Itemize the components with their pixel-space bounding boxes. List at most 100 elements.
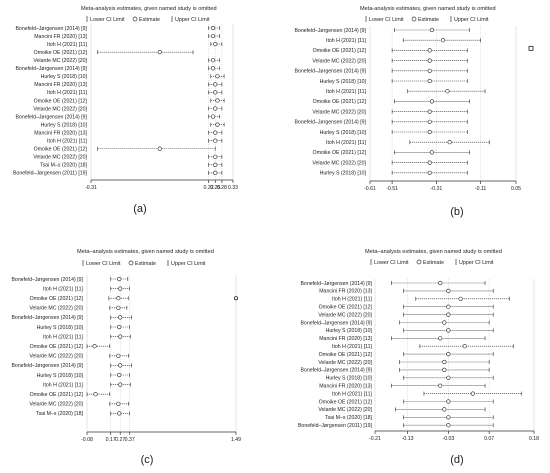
study-label: Velarde MC (2022) [20] (29, 354, 83, 360)
x-tick-label: 0.05 (511, 186, 521, 192)
x-tick-label: -0.11 (475, 186, 487, 192)
study-label: Velarde MC (2022) [20] (318, 312, 372, 318)
estimate-point (458, 296, 463, 301)
study-label: Bonefeld–Jørgensen (2014) [9] (294, 69, 366, 75)
study-label: Itoh H (2021) [11] (47, 139, 88, 145)
study-label: Hurley S (2018) [10] (41, 122, 88, 128)
study-label: Velarde MC (2022) [20] (312, 109, 366, 115)
estimate-point (213, 106, 218, 111)
x-tick-label: 0.22 (204, 185, 214, 191)
estimate-point (210, 25, 216, 31)
study-label: Mancini FR (2020) [13] (34, 34, 87, 40)
estimate-point (446, 288, 451, 294)
estimate-point (427, 129, 432, 135)
panel-title: Meta–analysis estimates, given named stu… (365, 249, 502, 255)
estimate-point (117, 372, 122, 378)
study-label: Hurley S (2018) [10] (37, 325, 84, 331)
study-label: Velarde MC (2022) [20] (29, 402, 83, 408)
legend-lower-label: Lower CI Limit (86, 261, 121, 267)
study-label: Mancini FR (2020) [13] (319, 384, 372, 390)
study-label: Bonefeld–Jørgensen (2014) [9] (11, 363, 83, 369)
legend-estimate-label: Estimate (418, 17, 439, 23)
panel-b: Meta-analysis estimates, given named stu… (294, 6, 534, 218)
x-tick-label: 1.49 (231, 437, 241, 443)
estimate-point (446, 352, 451, 357)
legend-upper-label: Upper CI Limit (459, 260, 494, 266)
panel-caption: (d) (450, 454, 463, 466)
estimate-point (442, 367, 447, 373)
estimate-point (116, 305, 121, 310)
study-label: Itoh H (2021) [11] (332, 297, 373, 303)
estimate-point (446, 328, 451, 333)
study-label: Bonefeld–Jørgensen (2014) [9] (11, 315, 83, 321)
x-tick-label: -0.31 (85, 185, 97, 191)
estimate-point (210, 33, 216, 39)
study-label: Omoike OE (2021) [12] (319, 305, 373, 311)
panel-c: Meta–analysis estimates, given named stu… (11, 249, 241, 466)
study-label: Bonefeld–Jørgensen (2014) [9] (15, 114, 87, 120)
x-tick-label: 0.33 (228, 185, 238, 191)
study-label: Itoh H (2021) [11] (326, 140, 367, 146)
study-label: Velarde MC (2022) [20] (312, 160, 366, 166)
study-label: Itoh H (2021) [11] (326, 38, 367, 44)
panel-title: Meta–analysis estimates, given named stu… (77, 249, 214, 255)
study-label: Bonefeld–Jørgensen (2014) [9] (300, 320, 372, 326)
study-label: Itoh H (2021) [11] (332, 391, 373, 397)
estimate-point (427, 109, 432, 114)
panel-title: Meta-analysis estimates, given named stu… (360, 6, 496, 12)
study-label: Omoike OE (2021) [12] (319, 352, 373, 358)
study-label: Itoh H (2021) [11] (47, 42, 88, 48)
estimate-point (92, 344, 97, 349)
panel-title: Meta-analysis estimates, given named stu… (81, 6, 217, 12)
estimate-point (446, 423, 451, 428)
panel-caption: (c) (141, 454, 154, 466)
study-label: Hurley S (2018) [10] (326, 376, 373, 382)
estimate-point (427, 119, 432, 124)
estimate-point (427, 170, 432, 175)
study-label: Omoike OE (2021) [12] (34, 50, 88, 56)
panel-caption: (a) (133, 203, 146, 215)
study-label: Omoike OE (2021) [12] (319, 399, 373, 405)
study-label: Hurley S (2018) [10] (320, 79, 367, 85)
study-label: Velarde MC (2022) [20] (312, 58, 366, 64)
estimate-point (427, 68, 432, 73)
legend-estimate-label: Estimate (135, 261, 156, 267)
x-tick-label: -0.03 (442, 436, 454, 442)
estimate-point (213, 170, 218, 175)
estimate-point (438, 336, 443, 341)
study-label: Itoh H (2021) [11] (43, 334, 84, 340)
legend-lower-label: Lower CI Limit (374, 260, 409, 266)
study-label: Velarde MC (2022) [20] (33, 106, 87, 112)
estimate-point (213, 82, 218, 87)
estimate-point (427, 78, 432, 84)
x-tick-label: 0.17 (106, 437, 116, 443)
study-label: Itoh H (2021) [11] (326, 89, 367, 95)
study-label: Bonefeld–Jørgensen (2014) [9] (294, 120, 366, 126)
legend-lower-label: Lower CI Limit (369, 17, 404, 23)
legend-upper-label: Upper CI Limit (175, 17, 210, 23)
x-tick-label: 0.37 (125, 437, 135, 443)
estimate-point (213, 162, 218, 167)
study-label: Mancini FR (2020) [13] (319, 336, 372, 342)
study-label: Itoh H (2021) [11] (332, 344, 373, 350)
study-label: Hurley S (2018) [10] (37, 373, 84, 379)
estimate-point (210, 114, 216, 119)
study-label: Omoike OE (2021) [12] (30, 296, 84, 302)
estimate-point (438, 383, 443, 388)
estimate-point (118, 286, 123, 291)
study-label: Omoike OE (2021) [12] (34, 147, 88, 153)
estimate-point (429, 27, 435, 33)
estimate-point (117, 276, 122, 282)
study-label: Tsai M–s (2020) [18] (40, 163, 88, 169)
outlier-point (233, 296, 238, 301)
study-label: Velarde MC (2022) [20] (33, 58, 87, 64)
estimate-point (429, 150, 435, 155)
estimate-point (213, 154, 218, 159)
study-label: Omoike OE (2021) [12] (30, 344, 84, 350)
estimate-point (210, 66, 216, 71)
x-tick-label: -0.31 (430, 186, 442, 192)
estimate-point (118, 315, 123, 320)
x-tick-label: -0.13 (402, 436, 414, 442)
study-label: Velarde MC (2022) [20] (318, 360, 372, 366)
